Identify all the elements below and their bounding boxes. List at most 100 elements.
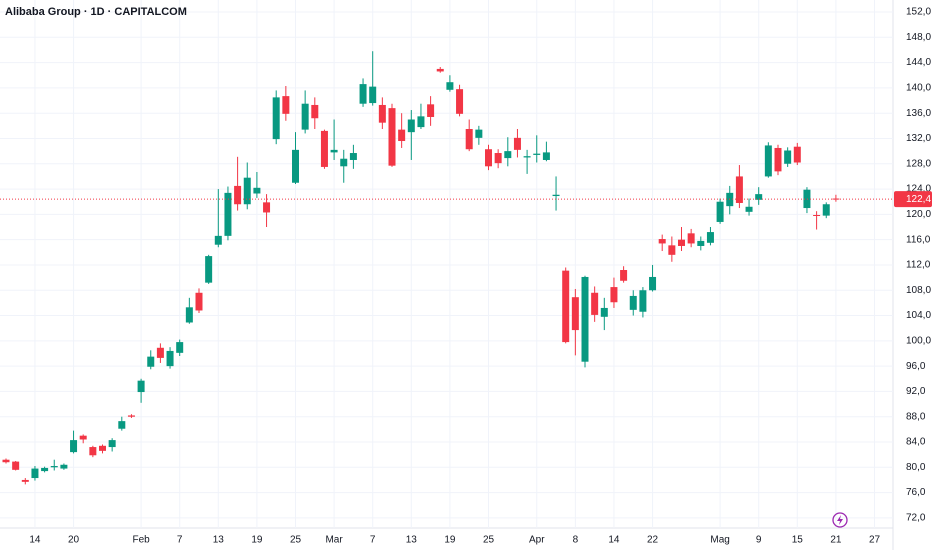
candle-body	[784, 150, 792, 164]
candle-body	[620, 270, 628, 281]
candle-body	[774, 147, 782, 172]
candle-body	[118, 421, 126, 429]
x-tick-label: 19	[444, 535, 456, 546]
candle-body	[436, 68, 444, 72]
labels: 72,0 76,0 80,0 84,0 88,0 92,0 96,0 100,0 104,0 10…	[29, 7, 932, 546]
x-tick-label: 21	[830, 535, 842, 546]
x-tick-label: 22	[647, 535, 659, 546]
candle-body	[301, 103, 309, 130]
candle-body	[127, 415, 135, 417]
candle-body	[745, 206, 753, 212]
x-tick-label: Apr	[529, 535, 545, 546]
y-tick-label: 96,0	[906, 361, 926, 372]
candle-body	[2, 459, 10, 463]
candle-body	[755, 194, 763, 200]
candle-body	[272, 97, 280, 140]
candle-body	[195, 292, 203, 311]
candle-body	[475, 129, 483, 138]
candle-body	[224, 192, 232, 236]
candle-body	[311, 104, 319, 119]
candle-body	[185, 307, 193, 323]
candle-body	[523, 156, 531, 158]
y-tick-label: 108,0	[906, 285, 931, 296]
candle-body	[803, 189, 811, 209]
candle-body	[21, 479, 29, 482]
y-tick-label: 112,0	[906, 260, 931, 271]
candle-body	[12, 461, 20, 470]
event-icon[interactable]	[832, 512, 848, 528]
x-tick-label: 25	[483, 535, 495, 546]
candle-body	[571, 297, 579, 331]
x-tick-label: 15	[792, 535, 804, 546]
y-tick-label: 104,0	[906, 310, 931, 321]
candle-body	[813, 214, 821, 216]
y-tick-label: 124,0	[906, 184, 931, 195]
candle-body	[552, 194, 560, 197]
candle-body	[542, 152, 550, 160]
candle-body	[41, 467, 49, 472]
x-tick-label: Feb	[132, 535, 150, 546]
candle-body	[89, 447, 97, 456]
y-tick-label: 148,0	[906, 32, 931, 43]
y-tick-label: 100,0	[906, 335, 931, 346]
candle-body	[147, 356, 155, 367]
x-tick-label: 25	[290, 535, 302, 546]
candle-body	[764, 145, 772, 177]
x-tick-label: 27	[869, 535, 881, 546]
candle-body	[513, 137, 521, 150]
candle-body	[282, 96, 290, 114]
candle-body	[253, 187, 261, 194]
candle-body	[50, 466, 58, 468]
candle-body	[214, 235, 222, 245]
candle-body	[166, 350, 174, 367]
x-tick-label: 7	[177, 535, 183, 546]
candle-body	[485, 149, 492, 167]
candle-body	[446, 82, 454, 90]
candle-body	[697, 240, 705, 246]
candle-body	[687, 233, 695, 244]
candle-body	[562, 270, 570, 343]
y-tick-label: 88,0	[906, 411, 926, 422]
y-tick-label: 116,0	[906, 234, 931, 245]
candle-body	[330, 149, 338, 153]
candle-body	[369, 86, 377, 104]
candle-body	[378, 104, 386, 123]
x-tick-label: Mar	[325, 535, 343, 546]
candle-body	[581, 276, 589, 362]
y-tick-label: 152,0	[906, 7, 931, 18]
candle-body	[407, 119, 415, 133]
last-price-label: 122,4	[906, 194, 931, 205]
candle-body	[359, 84, 367, 104]
y-tick-label: 72,0	[906, 513, 926, 524]
candle-body	[649, 276, 657, 291]
candle-body	[31, 468, 39, 479]
x-tick-label: 13	[406, 535, 418, 546]
chart-title: Alibaba Group · 1D · CAPITALCOM	[5, 6, 187, 18]
y-tick-label: 128,0	[906, 158, 931, 169]
x-tick-label: 14	[29, 535, 41, 546]
x-tick-label: 19	[251, 535, 263, 546]
candle-body	[793, 146, 801, 163]
x-tick-label: 8	[573, 535, 579, 546]
candle-body	[494, 153, 502, 164]
x-tick-label: 13	[213, 535, 225, 546]
y-tick-label: 80,0	[906, 462, 926, 473]
candle-body	[600, 307, 608, 317]
candle-body	[427, 104, 435, 117]
candle-body	[417, 116, 425, 128]
x-tick-label: 20	[68, 535, 80, 546]
candle-body	[658, 239, 666, 244]
y-tick-label: 76,0	[906, 487, 926, 498]
candle-body	[629, 295, 637, 310]
x-tick-label: 7	[370, 535, 376, 546]
candle-body	[243, 177, 251, 205]
candle-body	[388, 108, 396, 166]
candle-body	[60, 464, 68, 469]
candle-body	[706, 232, 714, 243]
candle-body	[320, 130, 328, 167]
y-tick-label: 144,0	[906, 57, 931, 68]
candle-body	[176, 342, 184, 353]
y-tick-label: 136,0	[906, 108, 931, 119]
